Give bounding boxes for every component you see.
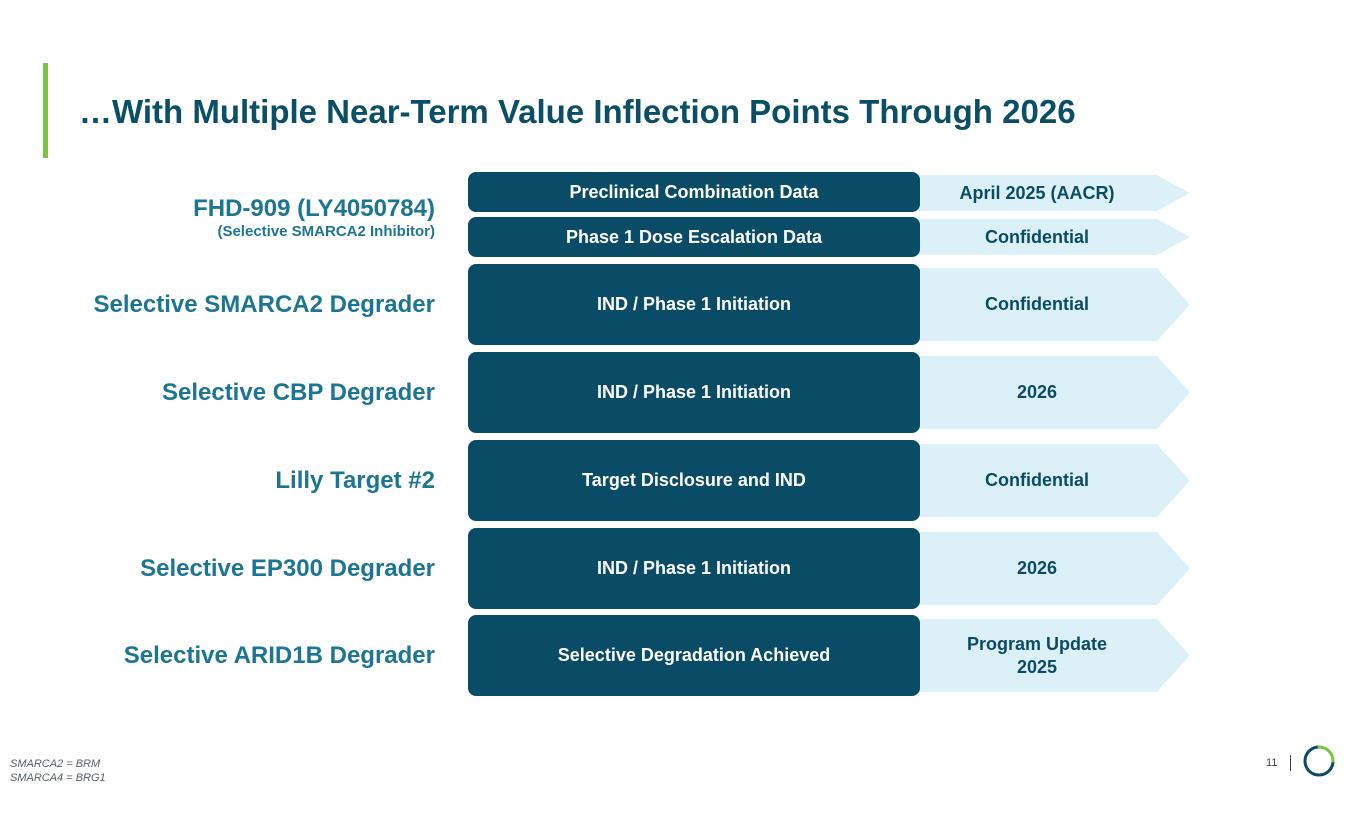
timing-confidential: Confidential: [914, 268, 1190, 341]
milestone-ind-phase1: IND / Phase 1 Initiation: [468, 264, 920, 345]
timing-line: 2025: [1016, 656, 1058, 677]
timing-confidential: Confidential: [914, 444, 1190, 517]
page-number: 11: [1266, 757, 1278, 769]
milestone-ind-phase1: IND / Phase 1 Initiation: [468, 352, 920, 433]
timing-confidential: Confidential: [914, 219, 1190, 255]
footnote-line: SMARCA4 = BRG1: [10, 772, 106, 784]
program-label-smarca2-degrader: Selective SMARCA2 Degrader: [93, 291, 435, 318]
circle-arc-logo-icon: [1303, 745, 1335, 777]
milestone-selective-degradation: Selective Degradation Achieved: [468, 615, 920, 696]
program-name: FHD-909 (LY4050784): [193, 195, 435, 222]
footnote: SMARCA2 = BRM SMARCA4 = BRG1: [10, 757, 106, 785]
page-title: …With Multiple Near-Term Value Inflectio…: [79, 93, 1076, 130]
milestone-preclinical-combination: Preclinical Combination Data: [468, 172, 920, 212]
program-label-lilly-target-2: Lilly Target #2: [275, 467, 435, 494]
footnote-line: SMARCA2 = BRM: [10, 758, 101, 770]
timing-april-2025: April 2025 (AACR): [914, 175, 1190, 211]
milestone-target-disclosure-ind: Target Disclosure and IND: [468, 440, 920, 521]
timing-2026: 2026: [914, 532, 1190, 605]
page-number-divider: [1290, 755, 1291, 771]
timing-line: Program Update: [966, 633, 1108, 654]
milestone-ind-phase1: IND / Phase 1 Initiation: [468, 528, 920, 609]
milestone-phase1-dose-escalation: Phase 1 Dose Escalation Data: [468, 217, 920, 257]
program-label-arid1b-degrader: Selective ARID1B Degrader: [123, 642, 435, 669]
program-label-ep300-degrader: Selective EP300 Degrader: [140, 555, 435, 582]
timing-2026: 2026: [914, 356, 1190, 429]
timing-program-update-2025: Program Update 2025: [914, 619, 1190, 692]
title-accent-bar: [43, 63, 48, 158]
program-label-fhd-909: FHD-909 (LY4050784) (Selective SMARCA2 I…: [193, 195, 435, 241]
program-label-cbp-degrader: Selective CBP Degrader: [161, 379, 435, 406]
program-subtitle: (Selective SMARCA2 Inhibitor): [217, 223, 435, 240]
